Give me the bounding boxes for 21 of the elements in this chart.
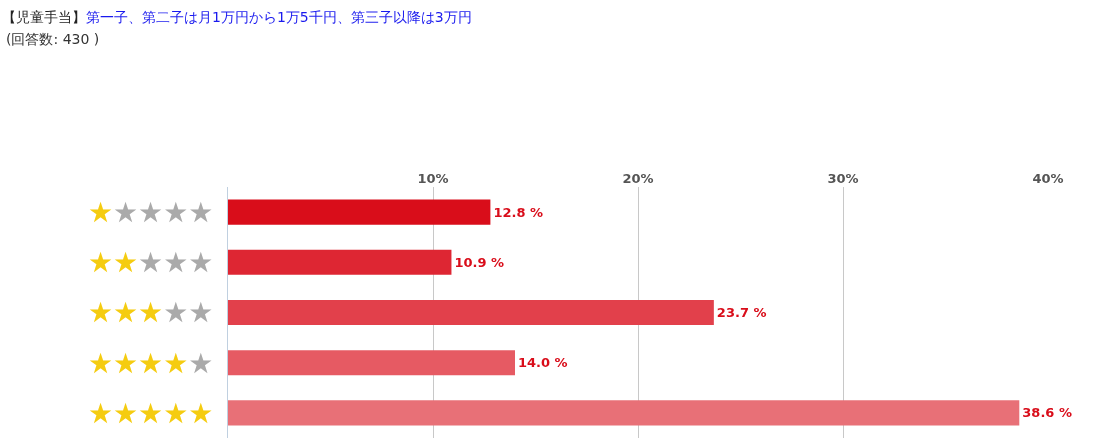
bar <box>228 199 491 225</box>
data-label: 12.8 % <box>493 204 544 220</box>
bar <box>228 249 452 275</box>
bar <box>228 350 515 376</box>
data-label: 10.9 % <box>454 254 505 270</box>
data-label: 23.7 % <box>716 305 767 320</box>
x-tick-label: 30% <box>827 171 859 187</box>
chart-subtitle: 第一子、第二子は月1万円から1万5千円、第三子以降は3万円 <box>86 9 472 25</box>
x-tick-label: 40% <box>1032 171 1064 187</box>
y-tick-label: ★★★★★ <box>87 296 214 330</box>
x-tick-label: 10% <box>417 171 449 187</box>
data-label: 14.0 % <box>518 355 568 371</box>
text: (回答数: 430 ) <box>6 31 100 47</box>
x-tick-label: 20% <box>622 171 654 187</box>
y-tick-label: ★★★★★ <box>87 246 214 280</box>
y-tick-label: ★★★★★ <box>87 396 214 430</box>
y-tick-label: ★★★★★ <box>87 346 214 380</box>
data-label: 38.6 % <box>1022 405 1072 421</box>
y-tick-label: ★★★★★ <box>87 195 214 229</box>
bar <box>228 400 1020 426</box>
bar <box>228 299 714 326</box>
